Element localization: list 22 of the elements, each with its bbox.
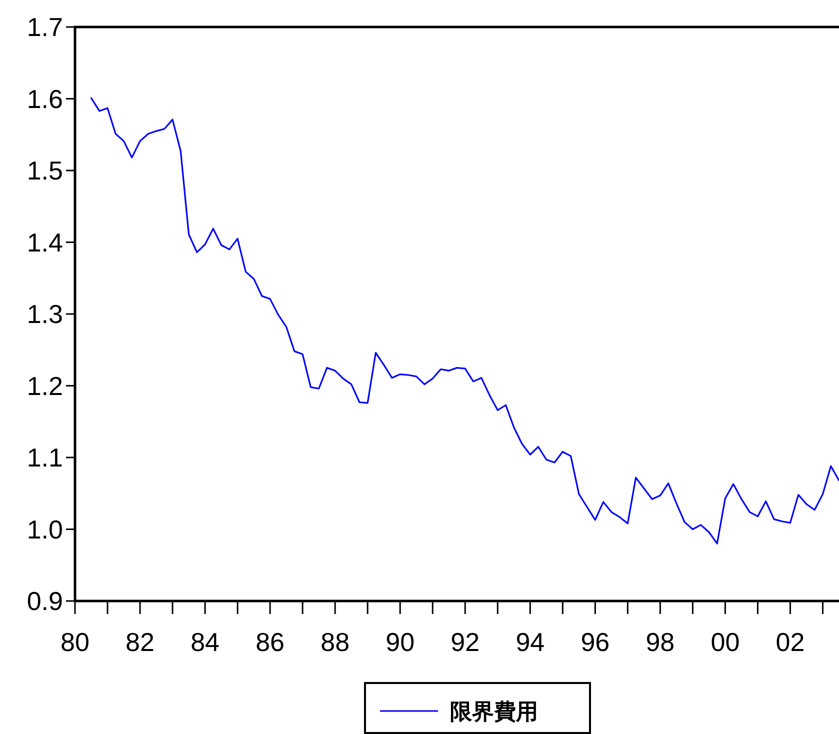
y-tick-label: 1.0 bbox=[26, 514, 63, 544]
x-tick-label: 92 bbox=[450, 627, 480, 657]
x-tick-label: 82 bbox=[126, 627, 154, 657]
y-tick-label: 1.6 bbox=[26, 84, 63, 114]
y-tick-label: 1.4 bbox=[26, 227, 63, 258]
x-tick-label: 84 bbox=[190, 627, 220, 657]
x-tick-label: 98 bbox=[646, 627, 675, 657]
y-tick-label: 1.7 bbox=[26, 12, 63, 42]
y-tick-label: 1.3 bbox=[26, 299, 63, 329]
x-tick-label: 00 bbox=[710, 627, 740, 657]
y-tick-label: 0.9 bbox=[26, 586, 63, 616]
x-tick-label: 96 bbox=[580, 627, 610, 657]
y-tick-label: 1.2 bbox=[26, 370, 63, 401]
x-tick-label: 80 bbox=[60, 627, 90, 657]
x-tick-label: 86 bbox=[256, 627, 285, 657]
y-tick-label: 1.5 bbox=[26, 156, 63, 186]
x-tick-label: 88 bbox=[320, 627, 350, 657]
y-tick-label: 1.1 bbox=[26, 442, 63, 472]
legend-label: 限界費用 bbox=[450, 699, 538, 724]
x-tick-label: 02 bbox=[776, 627, 805, 657]
x-tick-label: 90 bbox=[386, 627, 415, 657]
x-tick-label: 94 bbox=[516, 627, 545, 657]
